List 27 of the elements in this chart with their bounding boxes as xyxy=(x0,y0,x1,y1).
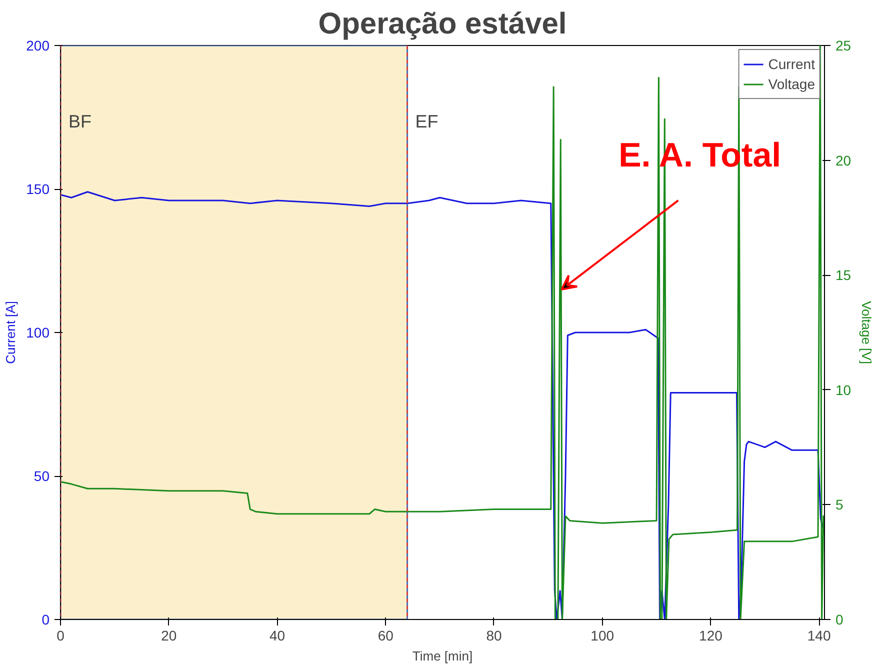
ref-line-label: BF xyxy=(68,112,92,132)
y2-tick-label: 0 xyxy=(836,612,844,628)
y-tick-label: 100 xyxy=(26,324,50,340)
y-axis-title: Current [A] xyxy=(3,301,18,364)
y2-axis-title: Voltage [V] xyxy=(859,301,874,364)
x-axis-title: Time [min] xyxy=(412,648,473,664)
y2-tick-label: 10 xyxy=(836,382,852,398)
x-tick-label: 80 xyxy=(486,628,502,644)
chart-title: Operação estável xyxy=(318,8,567,40)
x-tick-label: 140 xyxy=(807,628,831,644)
y2-tick-label: 20 xyxy=(836,152,852,168)
y-tick-label: 200 xyxy=(26,38,50,54)
x-tick-label: 40 xyxy=(269,628,286,644)
x-tick-label: 20 xyxy=(161,628,177,644)
y2-tick-label: 25 xyxy=(836,38,852,54)
x-tick-label: 0 xyxy=(56,628,65,644)
x-tick-label: 100 xyxy=(590,628,614,644)
y-tick-label: 150 xyxy=(26,181,50,197)
y-tick-label: 50 xyxy=(34,468,50,484)
x-tick-label: 120 xyxy=(699,628,723,644)
legend-label: Current xyxy=(768,56,815,72)
y2-tick-label: 5 xyxy=(836,496,844,513)
legend-label: Voltage xyxy=(768,76,815,92)
ref-line-label: EF xyxy=(415,112,438,132)
x-tick-label: 60 xyxy=(378,628,394,644)
y-tick-label: 0 xyxy=(42,612,50,628)
y2-tick-label: 15 xyxy=(836,267,852,284)
